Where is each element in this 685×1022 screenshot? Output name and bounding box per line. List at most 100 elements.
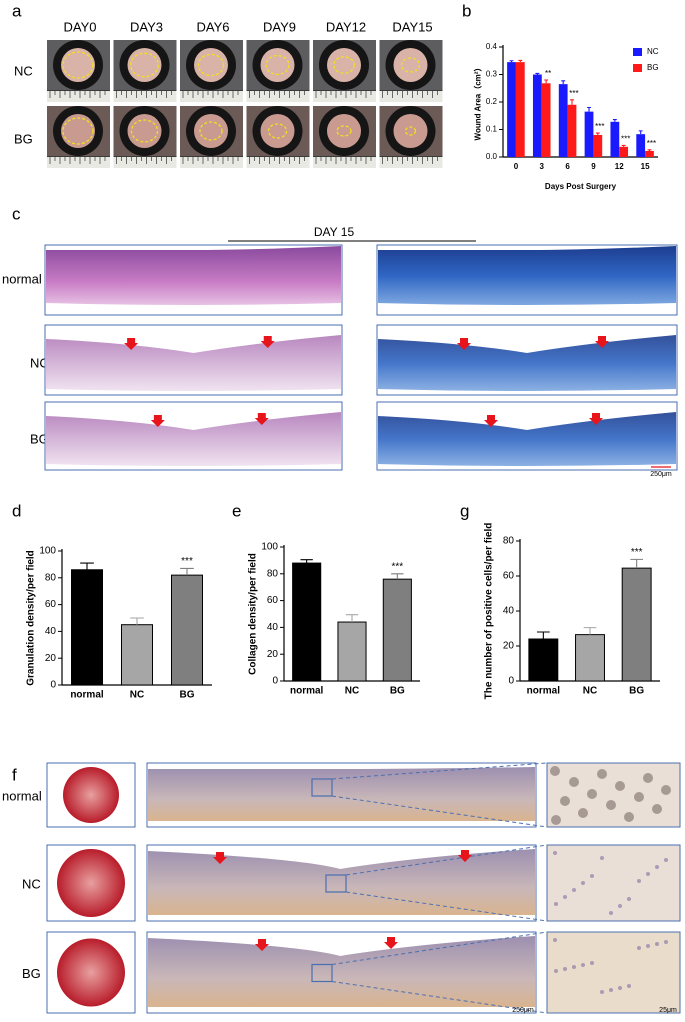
wound-outline xyxy=(130,52,159,78)
cell xyxy=(581,963,585,967)
zoom-panel xyxy=(546,931,681,1014)
x-tick-label: normal xyxy=(527,686,561,697)
bar xyxy=(382,578,412,682)
cell xyxy=(664,858,668,862)
significance-label: *** xyxy=(391,561,403,572)
error-bar xyxy=(638,130,643,135)
arrow xyxy=(457,338,471,350)
wound xyxy=(194,114,228,148)
wound-outline xyxy=(265,54,290,76)
cell xyxy=(590,961,594,965)
wound-outline xyxy=(197,53,225,77)
zoom-box xyxy=(311,963,333,983)
y-tick-label: 20 xyxy=(503,641,515,652)
scale-bar: 250μm xyxy=(650,471,672,478)
panel-label: b xyxy=(462,1,471,20)
error-bar xyxy=(647,149,652,151)
cell xyxy=(627,897,631,901)
ruler xyxy=(113,157,177,168)
bar xyxy=(610,121,620,157)
cell xyxy=(646,944,650,948)
panel-label: g xyxy=(460,501,469,520)
error-bar xyxy=(80,562,94,570)
bar xyxy=(593,135,603,157)
tissue xyxy=(148,767,535,821)
x-tick-label: 0 xyxy=(514,162,519,171)
y-tick-label: 0.2 xyxy=(486,97,498,106)
y-tick-label: 0.3 xyxy=(486,70,498,79)
scale-bar: 25μm xyxy=(659,1007,677,1014)
row-label: BG xyxy=(22,966,41,981)
wound-outline xyxy=(62,117,94,145)
arrow xyxy=(484,415,498,427)
error-bar xyxy=(180,567,194,576)
significance-label: *** xyxy=(631,547,643,558)
ruler xyxy=(180,157,243,168)
bar xyxy=(171,574,203,686)
y-tick-label: 100 xyxy=(39,546,56,557)
tissue xyxy=(148,936,535,1007)
bar xyxy=(621,567,652,682)
cell xyxy=(643,773,653,783)
panel-label: d xyxy=(12,501,21,520)
column-label: DAY15 xyxy=(392,19,432,34)
cell xyxy=(550,766,560,776)
zoom-box xyxy=(325,874,347,893)
y-tick-label: 100 xyxy=(261,542,278,553)
x-tick-label: 9 xyxy=(591,162,596,171)
bar xyxy=(532,74,542,157)
wound-outline xyxy=(336,125,352,137)
tissue xyxy=(46,246,341,305)
wound xyxy=(61,48,95,82)
gross-specimen xyxy=(57,938,125,1007)
significance-label: *** xyxy=(647,139,656,148)
error-bar xyxy=(535,72,540,75)
x-tick-label: NC xyxy=(130,690,144,701)
row-label: normal xyxy=(2,788,42,803)
bar xyxy=(584,111,594,157)
tissue xyxy=(378,246,676,305)
row-label: NC xyxy=(30,355,49,370)
y-tick-label: 40 xyxy=(267,622,279,633)
wound-outline xyxy=(130,119,159,143)
row-label: NC xyxy=(14,63,33,78)
y-tick-label: 60 xyxy=(267,595,279,606)
column-label: DAY3 xyxy=(130,19,163,34)
wound-outline xyxy=(267,123,288,139)
error-bar xyxy=(518,59,523,63)
panel-label: a xyxy=(12,1,22,20)
y-axis-label: Wound Area（cm²） xyxy=(472,64,482,141)
column-label: DAY0 xyxy=(64,19,97,34)
arrow xyxy=(260,336,275,348)
arrow xyxy=(595,336,609,348)
zoom-line xyxy=(345,844,548,876)
x-tick-label: NC xyxy=(345,686,359,697)
wound-outline xyxy=(199,121,223,141)
error-bar xyxy=(583,627,597,635)
cell xyxy=(664,940,668,944)
section-title: DAY 15 xyxy=(314,225,355,239)
wound xyxy=(260,48,295,82)
bar xyxy=(567,104,577,157)
bar xyxy=(515,62,525,157)
cell xyxy=(652,804,662,814)
row-label: normal xyxy=(2,271,42,286)
cell xyxy=(637,879,641,883)
y-tick-label: 0 xyxy=(508,676,514,687)
error-bar xyxy=(595,132,600,135)
y-tick-label: 20 xyxy=(45,653,57,664)
arrow xyxy=(150,415,165,427)
cell xyxy=(597,769,607,779)
ruler xyxy=(379,157,443,168)
error-bar xyxy=(345,614,359,623)
x-tick-label: BG xyxy=(390,686,405,697)
cell xyxy=(655,865,659,869)
row-label: NC xyxy=(22,876,41,891)
cell xyxy=(572,888,576,892)
zoom-panel xyxy=(546,844,681,922)
wound-outline xyxy=(404,126,417,136)
cell xyxy=(624,812,634,822)
scale-bar: 250μm xyxy=(512,1007,534,1014)
cell xyxy=(590,874,594,878)
